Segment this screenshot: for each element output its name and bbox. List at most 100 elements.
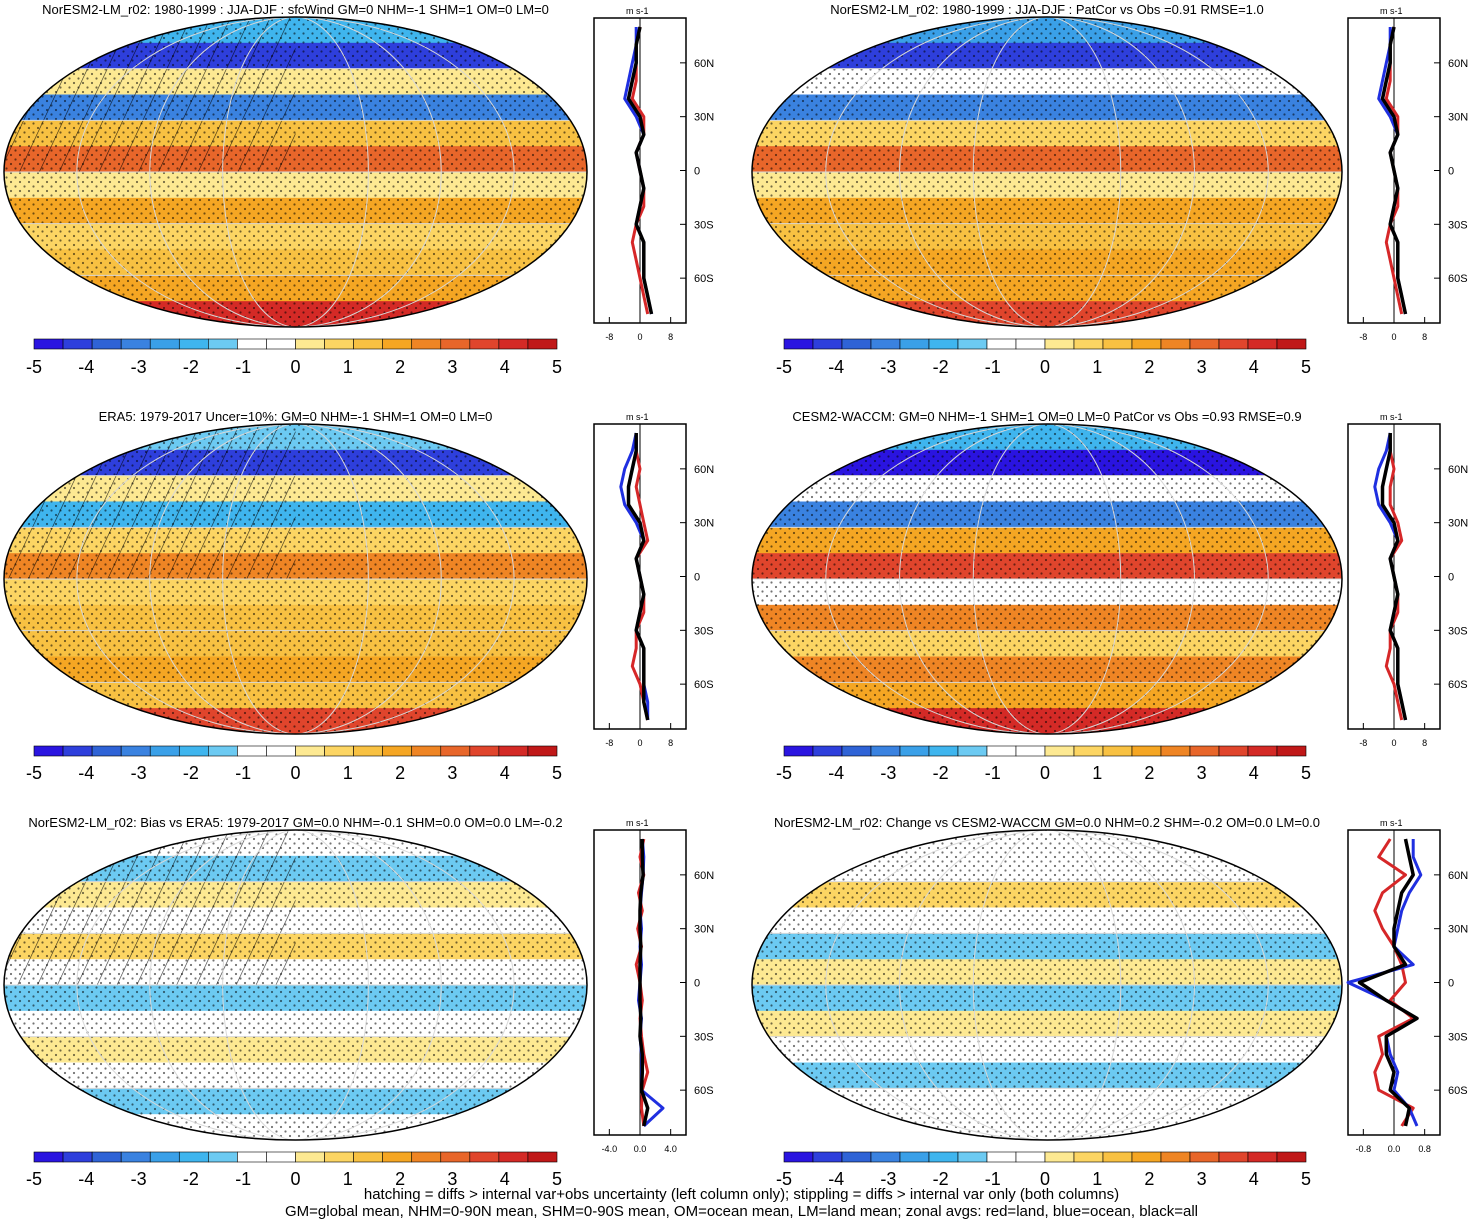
colorbar-cell — [1276, 1151, 1307, 1163]
map-field — [4, 830, 587, 1140]
colorbar-cell — [928, 338, 959, 350]
colorbar-cell — [33, 745, 64, 757]
colorbar-label: 0 — [290, 1169, 300, 1189]
zonal-mean-plot: m s-1 60N 30N 0 30S 60S -4.0 0.0 4.0 — [593, 818, 714, 1154]
colorbar-label: 5 — [552, 1169, 562, 1189]
zonal-xtick-label: 0 — [1391, 332, 1396, 342]
zonal-ytick-label: 30N — [1448, 924, 1468, 936]
zonal-ytick-label: 30S — [1448, 219, 1468, 231]
colorbar-label: -1 — [985, 357, 1001, 377]
colorbar-cell — [870, 338, 901, 350]
colorbar-cell — [469, 338, 500, 350]
colorbar-cell — [841, 745, 872, 757]
zonal-xtick-label: 0 — [637, 332, 642, 342]
zonal-xtick-label: -8 — [605, 738, 613, 748]
colorbar-cell — [1160, 1151, 1191, 1163]
colorbar-label: -2 — [933, 763, 949, 783]
colorbar-cell — [1044, 338, 1075, 350]
colorbar-label: -1 — [985, 763, 1001, 783]
colorbar-label: -3 — [880, 357, 896, 377]
colorbar: -5 -4 -3 -2 -1 0 1 2 3 4 5 — [776, 745, 1311, 783]
panel-2: NorESM2-LM_r02: 1980-1999 : JJA-DJF : Pa… — [751, 2, 1468, 377]
zonal-unit: m s-1 — [626, 6, 649, 16]
colorbar-label: -5 — [26, 763, 42, 783]
colorbar-cell — [266, 745, 296, 757]
panel-1: NorESM2-LM_r02: 1980-1999 : JJA-DJF : sf… — [3, 2, 714, 377]
colorbar-cell — [1015, 1151, 1046, 1163]
zonal-ytick-label: 30S — [694, 219, 714, 231]
colorbar-cell — [120, 1151, 151, 1163]
colorbar-cell — [957, 338, 988, 350]
map-hatching — [4, 424, 296, 579]
colorbar-cell — [1015, 745, 1046, 757]
map-hatching — [4, 17, 296, 172]
zonal-ytick-label: 0 — [694, 572, 700, 584]
colorbar-cell — [1247, 745, 1278, 757]
colorbar-label: 3 — [1197, 357, 1207, 377]
colorbar-cell — [295, 1151, 325, 1163]
colorbar-cell — [33, 338, 64, 350]
colorbar-cell — [899, 338, 930, 350]
colorbar-cell — [237, 745, 267, 757]
zonal-ytick-label: 30S — [694, 625, 714, 637]
colorbar-cell — [237, 338, 267, 350]
zonal-ytick-label: 0 — [1448, 572, 1454, 584]
colorbar-label: 0 — [1040, 357, 1050, 377]
colorbar-cell — [498, 745, 529, 757]
colorbar: -5 -4 -3 -2 -1 0 1 2 3 4 5 — [26, 745, 562, 783]
colorbar-label: 4 — [1249, 1169, 1259, 1189]
colorbar-label: 1 — [1092, 357, 1102, 377]
graticule-meridian — [972, 830, 1122, 1140]
colorbar-cell — [957, 1151, 988, 1163]
zonal-ytick-label: 60N — [694, 464, 714, 476]
zonal-xtick-label: 8 — [1422, 738, 1427, 748]
colorbar-label: 5 — [1301, 357, 1311, 377]
colorbar-cell — [841, 338, 872, 350]
colorbar-cell — [527, 1151, 558, 1163]
colorbar-label: -2 — [183, 1169, 199, 1189]
colorbar-label: -2 — [183, 357, 199, 377]
zonal-series-all — [626, 433, 650, 721]
zonal-xtick-label: -8 — [1359, 738, 1367, 748]
colorbar-cell — [1015, 338, 1046, 350]
colorbar-label: -4 — [78, 1169, 94, 1189]
zonal-series-all — [1380, 433, 1408, 721]
zonal-xtick-label: 0.0 — [634, 1144, 647, 1154]
colorbar-label: 2 — [1144, 357, 1154, 377]
colorbar-cell — [1044, 745, 1075, 757]
colorbar-cell — [120, 338, 151, 350]
colorbar-cell — [382, 1151, 413, 1163]
panel-title: ERA5: 1979-2017 Uncer=10%: GM=0 NHM=-1 S… — [99, 409, 493, 424]
colorbar-label: 2 — [1144, 763, 1154, 783]
colorbar-cell — [266, 1151, 296, 1163]
colorbar-cell — [1160, 745, 1191, 757]
colorbar-cell — [1131, 338, 1162, 350]
colorbar-label: 2 — [395, 357, 405, 377]
colorbar-cell — [841, 1151, 872, 1163]
zonal-xtick-label: -8 — [1359, 332, 1367, 342]
zonal-ytick-label: 60S — [694, 1085, 714, 1097]
colorbar-label: 4 — [1249, 763, 1259, 783]
colorbar-cell — [324, 745, 354, 757]
colorbar-label: 1 — [1092, 1169, 1102, 1189]
colorbar-cell — [62, 338, 93, 350]
map-outline — [3, 423, 588, 735]
zonal-ytick-label: 60N — [1448, 870, 1468, 882]
zonal-xtick-label: -0.8 — [1356, 1144, 1372, 1154]
zonal-series-ocean — [1346, 839, 1423, 1127]
panel-6: NorESM2-LM_r02: Change vs CESM2-WACCM GM… — [751, 815, 1468, 1189]
zonal-series-land — [1373, 838, 1415, 1127]
map-outline — [751, 423, 1343, 735]
colorbar-cell — [120, 745, 151, 757]
map-hatching — [4, 830, 296, 985]
graticule-meridian — [972, 17, 1122, 327]
colorbar-label: 0 — [290, 763, 300, 783]
colorbar-cell — [149, 338, 180, 350]
colorbar-cell — [91, 338, 122, 350]
colorbar-label: 5 — [1301, 763, 1311, 783]
map-field — [752, 830, 1342, 1140]
zonal-ytick-label: 60S — [1448, 679, 1468, 691]
colorbar-label: -4 — [78, 357, 94, 377]
zonal-mean-plot: m s-1 60N 30N 0 30S 60S -8 0 8 — [593, 412, 714, 748]
panel-title: NorESM2-LM_r02: Change vs CESM2-WACCM GM… — [774, 815, 1320, 830]
